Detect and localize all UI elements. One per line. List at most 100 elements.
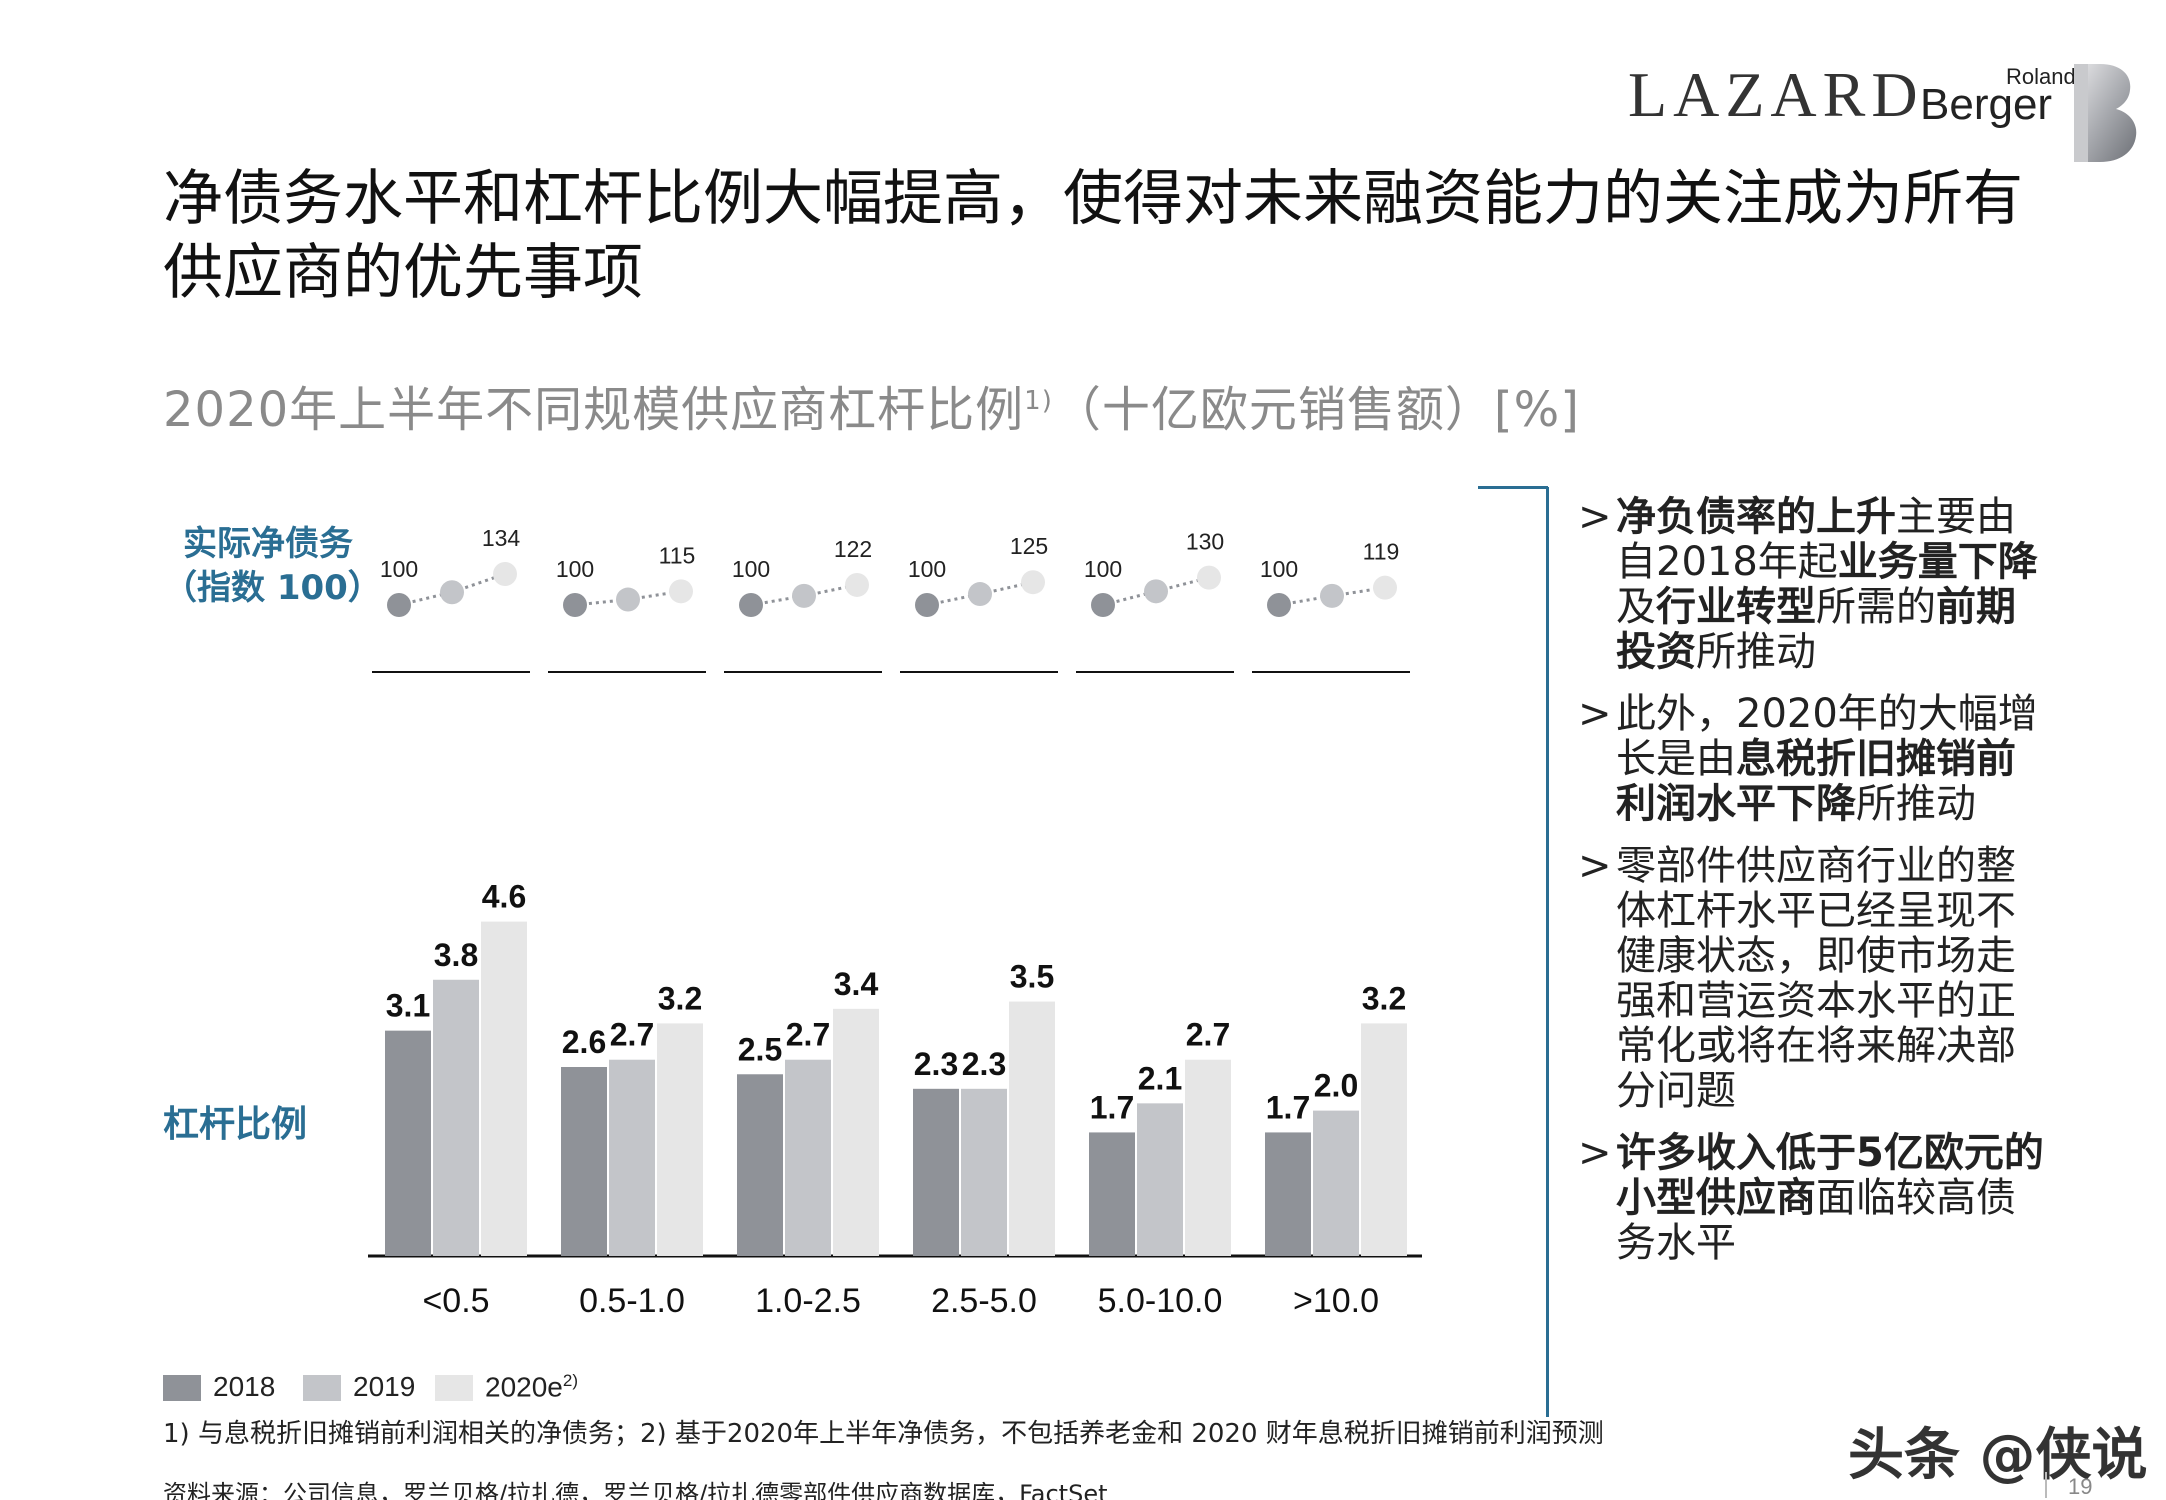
bar-value-label: 2.0	[1314, 1068, 1358, 1104]
x-tick-label: 5.0-10.0	[1098, 1282, 1223, 1320]
bar-2019	[1313, 1110, 1359, 1256]
bullet-marker: >	[1578, 1130, 1612, 1176]
bullet-emphasis: 净负债率的上升	[1616, 494, 1896, 540]
bullet-marker: >	[1578, 494, 1612, 540]
bar-value-label: 1.7	[1266, 1089, 1310, 1125]
bar-2019	[609, 1059, 655, 1256]
index-point-2018	[1091, 593, 1115, 617]
index-point-2020e	[845, 572, 869, 597]
bar-2020e	[1361, 1023, 1407, 1256]
bar-value-label: 2.7	[786, 1017, 830, 1053]
bullet-text: 面临较高债务水平	[1616, 1175, 2016, 1266]
bullet-marker: >	[1578, 843, 1612, 889]
x-tick-label: >10.0	[1293, 1282, 1379, 1320]
bar-2018	[913, 1088, 959, 1256]
bullet-emphasis: 行业转型	[1656, 584, 1816, 630]
roland-berger-logo: Roland Berger	[1920, 64, 2140, 162]
index-point-2019	[1144, 579, 1168, 604]
bullet-emphasis: 息税折旧摊销前利润水平下降	[1616, 736, 2016, 827]
bar-2018	[561, 1067, 607, 1256]
bar-value-label: 3.5	[1010, 959, 1054, 995]
bullet-text: 所需的	[1816, 584, 1936, 630]
legend-swatch-2018	[163, 1375, 201, 1401]
divider-horizontal	[1478, 486, 1548, 489]
bullet-marker: >	[1578, 691, 1612, 737]
bar-2018	[385, 1030, 431, 1256]
index-point-2018	[915, 593, 939, 617]
index-point-2019	[792, 583, 816, 608]
bullet-text: 零部件供应商行业的整体杠杆水平已经呈现不健康状态，即使市场走强和营运资本水平的正…	[1616, 843, 2016, 1114]
index-point-2020e	[1373, 575, 1397, 600]
legend-label-2020e-text: 2020e	[485, 1371, 563, 1403]
x-tick-label: 2.5-5.0	[931, 1282, 1037, 1320]
index-point-2019	[440, 580, 464, 605]
page-title: 净债务水平和杠杆比例大幅提高，使得对未来融资能力的关注成为所有供应商的优先事项	[163, 164, 2023, 308]
legend-label-2020e: 2020e2)	[485, 1371, 578, 1403]
watermark: 头条 @侠说	[1848, 1423, 2148, 1488]
logo-berger-text: Berger	[1920, 80, 2053, 129]
footnote: 1) 与息税折旧摊销前利润相关的净债务；2) 基于2020年上半年净债务，不包括…	[163, 1419, 1604, 1449]
subtitle-text: 2020年上半年不同规模供应商杠杆比例	[163, 382, 1025, 438]
bullet-emphasis: 业务量下降	[1837, 539, 2038, 585]
subtitle-suffix: （十亿欧元销售额）[%]	[1052, 382, 1580, 438]
chart-subtitle: 2020年上半年不同规模供应商杠杆比例1)（十亿欧元销售额）[%]	[163, 370, 1580, 440]
bar-2018	[1089, 1132, 1135, 1256]
bullet-emphasis: 许多收入低于5亿欧元的小型供应商	[1616, 1130, 2044, 1221]
subtitle-footnote-ref: 1)	[1024, 386, 1053, 416]
net-debt-label-line2: （指数 100）	[163, 568, 382, 608]
bar-value-label: 3.2	[658, 980, 702, 1016]
legend-label-2020e-sup: 2)	[562, 1371, 578, 1390]
legend-label-2018: 2018	[213, 1371, 276, 1402]
bar-2019	[961, 1088, 1007, 1256]
bar-value-label: 3.1	[386, 988, 430, 1024]
index-point-2020e	[1021, 570, 1045, 595]
index-end-label: 122	[834, 536, 872, 562]
bar-2020e	[481, 921, 527, 1256]
index-point-2018	[563, 593, 587, 617]
bar-value-label: 2.3	[962, 1046, 1006, 1082]
page-number-separator	[2045, 1472, 2047, 1498]
x-tick-label: <0.5	[422, 1282, 489, 1320]
bar-value-label: 2.6	[562, 1024, 606, 1060]
index-point-2020e	[493, 562, 517, 586]
index-point-2018	[1267, 593, 1291, 617]
net-debt-label-line1: 实际净债务	[183, 524, 353, 564]
bullet-item: > 许多收入低于5亿欧元的小型供应商面临较高债务水平	[1578, 1131, 2048, 1266]
bar-value-label: 3.4	[834, 966, 879, 1002]
source-note: 资料来源：公司信息，罗兰贝格/拉扎德，罗兰贝格/拉扎德零部件供应商数据库，Fac…	[163, 1480, 1108, 1500]
bar-2019	[1137, 1103, 1183, 1256]
bullet-item: > 此外，2020年的大幅增长是由息税折旧摊销前利润水平下降所推动	[1578, 692, 2048, 827]
bar-2018	[1265, 1132, 1311, 1256]
bar-value-label: 2.7	[1186, 1017, 1230, 1053]
index-point-2020e	[1197, 565, 1221, 590]
x-tick-label: 0.5-1.0	[579, 1282, 685, 1320]
index-end-label: 134	[482, 525, 521, 551]
index-point-2018	[739, 593, 763, 617]
bar-value-label: 2.1	[1138, 1060, 1182, 1096]
bar-2020e	[1009, 1001, 1055, 1256]
bullet-emphasis: 前期投资	[1616, 584, 2016, 675]
bar-value-label: 2.3	[914, 1046, 958, 1082]
bar-value-label: 2.7	[610, 1017, 654, 1053]
bar-2020e	[833, 1008, 879, 1256]
index-point-2019	[968, 582, 992, 607]
x-tick-label: 1.0-2.5	[755, 1282, 861, 1320]
net-debt-index-label: 实际净债务 （指数 100）	[163, 522, 382, 610]
bullet-item: > 零部件供应商行业的整体杠杆水平已经呈现不健康状态，即使市场走强和营运资本水平的…	[1578, 844, 2048, 1114]
index-point-2019	[1320, 583, 1344, 608]
bar-2019	[785, 1059, 831, 1256]
index-end-label: 130	[1186, 529, 1224, 555]
bullet-text: 此外，2020年的大幅增长是由	[1616, 691, 2038, 782]
index-start-label: 100	[908, 556, 946, 582]
bar-value-label: 1.7	[1090, 1089, 1134, 1125]
key-findings-list: > 净负债率的上升主要由自2018年起业务量下降及行业转型所需的前期投资所推动 > 此…	[1578, 495, 2048, 1283]
bar-value-label: 3.8	[434, 937, 478, 973]
index-point-2019	[616, 587, 640, 612]
bullet-text: 及	[1616, 584, 1656, 630]
bar-2020e	[657, 1023, 703, 1256]
legend-swatch-2019	[303, 1375, 341, 1401]
index-start-label: 100	[1084, 556, 1122, 582]
index-point-2020e	[669, 579, 693, 604]
bar-value-label: 3.2	[1362, 980, 1406, 1016]
